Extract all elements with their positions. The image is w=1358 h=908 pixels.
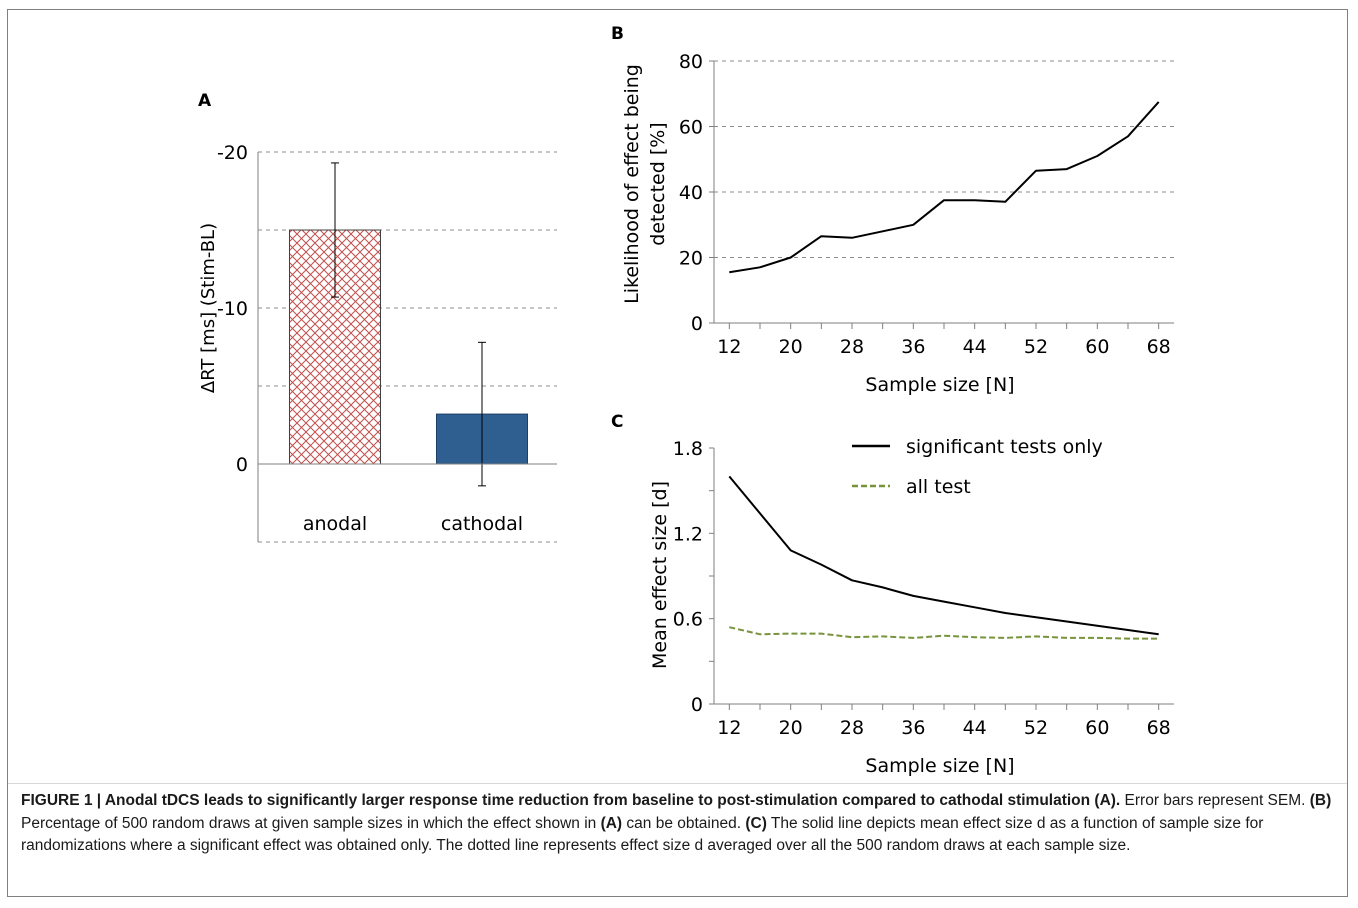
panel-b-x-label: Sample size [N]: [865, 374, 1014, 396]
caption-panel-a-ref: (A): [600, 814, 623, 832]
panel-b-y-tick-label: 60: [679, 117, 703, 139]
panel-c-y-label: Mean effect size [d]: [649, 481, 671, 669]
panel-a-y-label: ΔRT [ms] (Stim-BL): [198, 223, 219, 393]
panel-b-x-tick-label: 68: [1147, 336, 1171, 358]
panel-c-series-line: [729, 626, 1159, 640]
panel-b-x-tick-label: 60: [1085, 336, 1109, 358]
panel-a-chart: 0 -10 -20 A ΔRT [ms] (Stim-BL) anodal cathodal: [198, 91, 557, 543]
panel-b-x-tick-label: 28: [840, 336, 864, 358]
figure-canvas: 0 -10 -20 A ΔRT [ms] (Stim-BL) anodal cathodal…: [198, 24, 1174, 777]
panel-c-legend-label: significant tests only: [906, 436, 1103, 458]
panel-b-x-tick-label: 12: [717, 336, 741, 358]
panel-b-x-tick-label: 36: [901, 336, 925, 358]
panel-b-y-label-line: Likelihood of effect being: [621, 64, 643, 304]
panel-a-category-label: anodal: [303, 513, 367, 535]
panel-c-y-tick-label: 0: [691, 694, 703, 716]
caption-text-2: Percentage of 500 random draws at given …: [21, 814, 601, 832]
caption-separator: [8, 783, 1347, 784]
caption-text-3: can be obtained.: [622, 814, 746, 832]
panel-a-y-tick-label: -20: [217, 142, 248, 164]
panel-c-y-tick-label: 1.2: [673, 523, 703, 545]
panel-b-chart: 0 20 40 60 80 12 20 28 36 44 52 60 68 Sample size [N]…: [611, 24, 1174, 396]
caption-text-4: The solid line depicts mean effect size …: [21, 814, 1264, 855]
panel-a-title: A: [198, 91, 212, 111]
figure-caption: FIGURE 1 | Anodal tDCS leads to signific…: [21, 790, 1339, 858]
panel-c-chart: 0 0.6 1.2 1.8 12 20 28 36 44 52 60 68 Sample size [N…: [611, 412, 1174, 777]
figure-frame: [7, 9, 1348, 897]
panel-c-y-tick-label: 0.6: [673, 609, 703, 631]
panel-c-legend-label: all test: [906, 476, 971, 498]
caption-panel-c-label: (C): [745, 814, 767, 832]
panel-c-x-tick-label: 20: [779, 717, 803, 739]
caption-text-1: Error bars represent SEM.: [1120, 792, 1310, 809]
panel-c-series-line: [728, 475, 1159, 636]
caption-title: FIGURE 1 | Anodal tDCS leads to signific…: [21, 792, 1121, 809]
panel-a-y-tick-label: -10: [217, 298, 248, 320]
panel-b-y-tick-label: 0: [691, 313, 703, 335]
panel-c-x-tick-label: 28: [840, 717, 864, 739]
panel-b-x-tick-label: 20: [779, 336, 803, 358]
panel-c-title: C: [611, 412, 623, 432]
panel-c-x-tick-label: 68: [1147, 717, 1171, 739]
panel-a-y-tick-label: 0: [236, 454, 248, 476]
panel-c-x-tick-label: 12: [717, 717, 741, 739]
caption-panel-b-label: (B): [1309, 792, 1332, 809]
panel-c-x-tick-label: 36: [901, 717, 925, 739]
panel-b-y-label-line: detected [%]: [647, 122, 669, 245]
panel-c-x-tick-label: 44: [963, 717, 987, 739]
panel-b-title: B: [611, 24, 624, 44]
panel-b-x-tick-label: 44: [963, 336, 987, 358]
panel-b-y-tick-label: 40: [679, 182, 703, 204]
panel-c-x-tick-label: 52: [1024, 717, 1048, 739]
panel-b-y-label: Likelihood of effect being detected [%]: [621, 64, 669, 304]
panel-b-y-tick-label: 20: [679, 248, 703, 270]
panel-c-y-tick-label: 1.8: [673, 438, 703, 460]
panel-c-x-label: Sample size [N]: [865, 755, 1014, 777]
panel-b-series-line: [729, 101, 1160, 274]
panel-b-y-tick-label: 80: [679, 51, 703, 73]
panel-a-category-label: cathodal: [441, 513, 523, 535]
panel-c-x-tick-label: 60: [1085, 717, 1109, 739]
panel-b-x-tick-label: 52: [1024, 336, 1048, 358]
